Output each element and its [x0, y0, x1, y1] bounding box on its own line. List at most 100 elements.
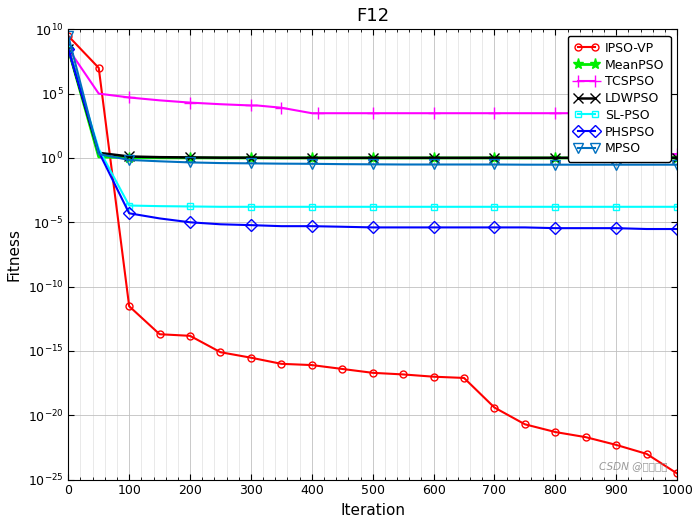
IPSO-VP [186, 333, 195, 339]
TCSPSO [490, 110, 498, 117]
MeanPSO [125, 154, 134, 161]
SL-PSO [277, 204, 286, 210]
TCSPSO [429, 110, 438, 117]
TCSPSO [186, 99, 195, 106]
PHSPSO [125, 210, 134, 216]
LDWPSO [155, 154, 164, 160]
MeanPSO [643, 155, 651, 161]
IPSO-VP [612, 442, 620, 448]
PHSPSO [246, 222, 255, 228]
SL-PSO [307, 204, 316, 210]
LDWPSO [460, 155, 468, 161]
MPSO [429, 161, 438, 167]
MeanPSO [338, 155, 346, 161]
Title: F12: F12 [356, 7, 389, 25]
MeanPSO [216, 155, 225, 161]
SL-PSO [94, 146, 103, 152]
Line: LDWPSO: LDWPSO [64, 44, 682, 163]
IPSO-VP [582, 434, 590, 440]
MeanPSO [582, 155, 590, 161]
LDWPSO [551, 155, 559, 161]
IPSO-VP [307, 362, 316, 368]
LDWPSO [64, 46, 73, 52]
PHSPSO [277, 223, 286, 229]
TCSPSO [94, 90, 103, 97]
TCSPSO [64, 46, 73, 52]
MeanPSO [521, 155, 529, 161]
IPSO-VP [246, 354, 255, 361]
TCSPSO [246, 102, 255, 109]
SL-PSO [155, 203, 164, 209]
IPSO-VP [551, 429, 559, 435]
MPSO [643, 162, 651, 168]
MPSO [216, 160, 225, 166]
TCSPSO [612, 110, 620, 117]
PHSPSO [307, 223, 316, 229]
PHSPSO [368, 224, 377, 230]
LDWPSO [399, 155, 407, 161]
MPSO [460, 161, 468, 167]
LDWPSO [246, 154, 255, 161]
LDWPSO [186, 154, 195, 161]
TCSPSO [582, 110, 590, 117]
TCSPSO [253, 102, 261, 109]
MPSO [673, 162, 681, 168]
Line: IPSO-VP: IPSO-VP [65, 33, 680, 477]
TCSPSO [643, 151, 651, 157]
Line: SL-PSO: SL-PSO [65, 45, 680, 211]
PHSPSO [551, 225, 559, 232]
MeanPSO [64, 46, 73, 52]
SL-PSO [399, 204, 407, 210]
MPSO [490, 161, 498, 167]
Y-axis label: Fitness: Fitness [7, 228, 22, 281]
SL-PSO [125, 203, 134, 209]
TCSPSO [368, 110, 377, 117]
MeanPSO [307, 155, 316, 161]
PHSPSO [94, 149, 103, 155]
MeanPSO [429, 155, 438, 161]
TCSPSO [125, 94, 134, 101]
LDWPSO [216, 154, 225, 161]
IPSO-VP [64, 33, 73, 39]
Line: PHSPSO: PHSPSO [64, 45, 681, 233]
LDWPSO [429, 155, 438, 161]
IPSO-VP [429, 374, 438, 380]
SL-PSO [338, 204, 346, 210]
TCSPSO [460, 110, 468, 117]
IPSO-VP [521, 421, 529, 427]
PHSPSO [186, 219, 195, 225]
PHSPSO [155, 215, 164, 222]
MeanPSO [551, 155, 559, 161]
PHSPSO [490, 224, 498, 230]
SL-PSO [64, 46, 73, 52]
MPSO [338, 161, 346, 167]
PHSPSO [399, 224, 407, 230]
MPSO [155, 158, 164, 164]
MPSO [277, 161, 286, 167]
SL-PSO [582, 204, 590, 210]
IPSO-VP [125, 303, 134, 309]
MeanPSO [277, 155, 286, 161]
PHSPSO [460, 224, 468, 230]
LDWPSO [490, 155, 498, 161]
MeanPSO [368, 155, 377, 161]
IPSO-VP [216, 349, 225, 355]
PHSPSO [643, 226, 651, 232]
SL-PSO [521, 204, 529, 210]
MPSO [551, 162, 559, 168]
MeanPSO [246, 155, 255, 161]
MeanPSO [186, 155, 195, 161]
SL-PSO [460, 204, 468, 210]
SL-PSO [246, 204, 255, 210]
MPSO [186, 159, 195, 165]
IPSO-VP [155, 331, 164, 338]
MPSO [125, 157, 134, 163]
PHSPSO [338, 224, 346, 230]
SL-PSO [368, 204, 377, 210]
MPSO [64, 33, 73, 39]
TCSPSO [551, 110, 559, 117]
LDWPSO [307, 155, 316, 161]
IPSO-VP [643, 451, 651, 457]
MPSO [521, 162, 529, 168]
MPSO [246, 160, 255, 166]
